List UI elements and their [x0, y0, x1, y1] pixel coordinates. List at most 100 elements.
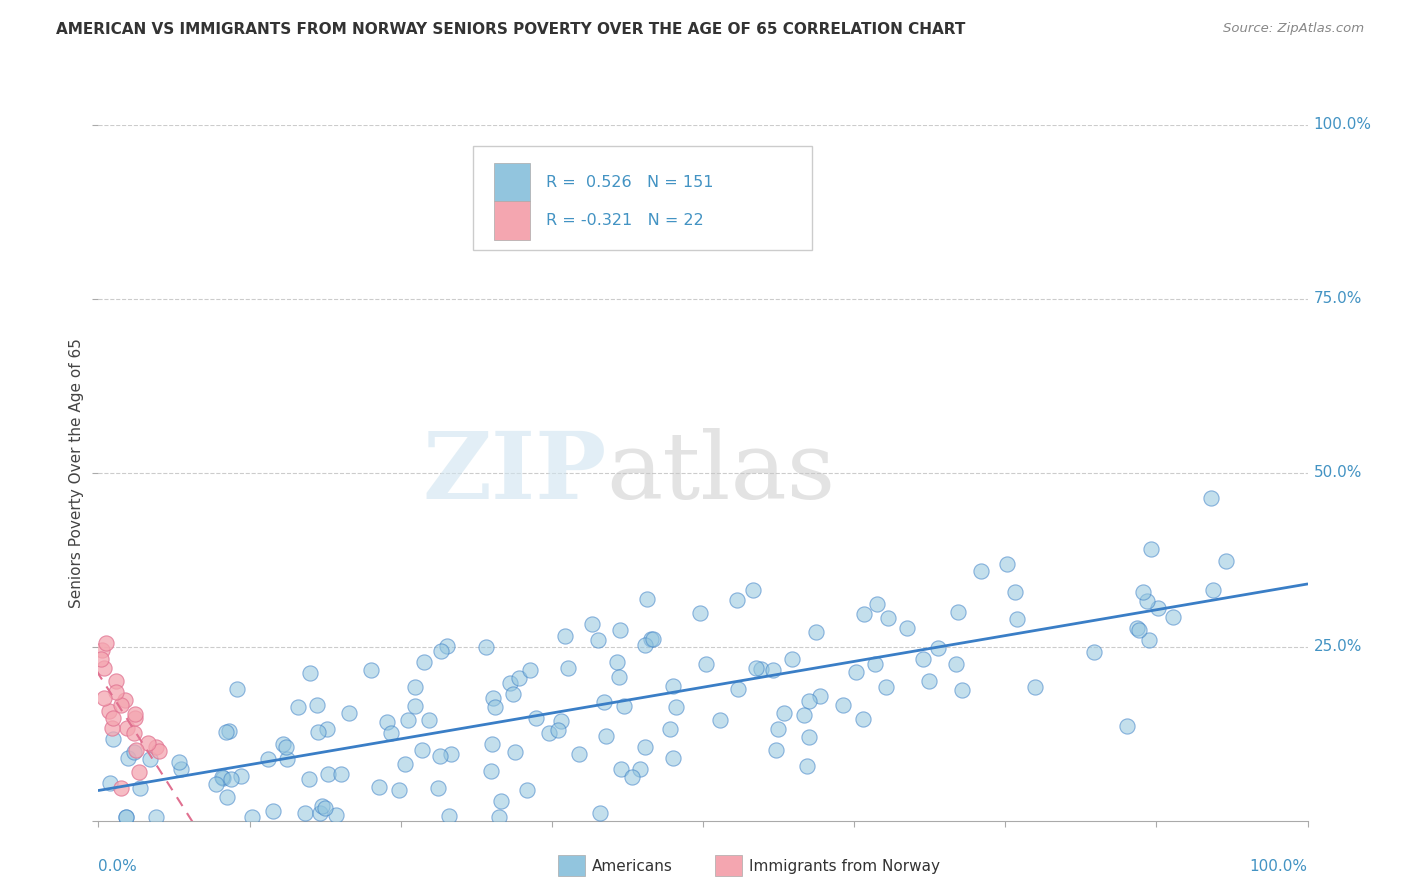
Point: [1024, 681, 1046, 695]
Point: [426, 780, 449, 795]
Point: [1132, 585, 1154, 599]
Point: [773, 706, 796, 720]
Point: [218, 724, 240, 739]
Point: [524, 711, 547, 725]
Bar: [716, 855, 742, 876]
Point: [94, 636, 117, 650]
Point: [128, 765, 150, 780]
Point: [475, 640, 498, 655]
Point: [148, 744, 170, 758]
Point: [413, 655, 436, 669]
Text: 25.0%: 25.0%: [1313, 640, 1362, 654]
Point: [1005, 612, 1028, 626]
Point: [117, 751, 139, 765]
Point: [745, 660, 768, 674]
Point: [170, 762, 193, 776]
Point: [276, 752, 298, 766]
Point: [440, 747, 463, 761]
Point: [636, 592, 658, 607]
Point: [628, 763, 651, 777]
Point: [429, 748, 451, 763]
Text: 100.0%: 100.0%: [1313, 118, 1372, 132]
Point: [516, 783, 538, 797]
Point: [793, 708, 815, 723]
Point: [387, 782, 409, 797]
Point: [927, 640, 949, 655]
Point: [337, 706, 360, 721]
Point: [404, 699, 426, 714]
Point: [205, 777, 228, 791]
Point: [110, 698, 132, 712]
Point: [124, 726, 146, 740]
Point: [436, 640, 458, 654]
Point: [875, 680, 897, 694]
Point: [262, 805, 284, 819]
Point: [610, 762, 633, 776]
Text: atlas: atlas: [606, 428, 835, 517]
Point: [380, 726, 402, 740]
Point: [797, 730, 820, 744]
Point: [481, 737, 503, 751]
Text: AMERICAN VS IMMIGRANTS FROM NORWAY SENIORS POVERTY OVER THE AGE OF 65 CORRELATIO: AMERICAN VS IMMIGRANTS FROM NORWAY SENIO…: [56, 22, 966, 37]
Point: [103, 732, 125, 747]
Point: [595, 729, 617, 743]
Point: [115, 722, 138, 736]
Point: [762, 663, 785, 677]
Point: [114, 692, 136, 706]
Point: [125, 743, 148, 757]
Point: [593, 695, 616, 709]
Point: [93, 691, 115, 706]
Point: [589, 806, 612, 821]
Point: [316, 767, 339, 781]
Point: [368, 780, 391, 794]
Point: [225, 681, 247, 696]
Y-axis label: Seniors Poverty Over the Age of 65: Seniors Poverty Over the Age of 65: [69, 338, 84, 607]
Point: [211, 770, 233, 784]
Point: [503, 745, 526, 759]
Point: [101, 721, 124, 735]
Point: [946, 605, 969, 619]
Point: [1004, 585, 1026, 599]
Point: [129, 780, 152, 795]
Point: [765, 743, 787, 757]
Point: [641, 632, 664, 646]
Point: [581, 617, 603, 632]
Point: [665, 700, 688, 714]
Point: [169, 756, 191, 770]
Point: [662, 751, 685, 765]
Point: [98, 775, 121, 789]
Point: [93, 660, 115, 674]
Text: 50.0%: 50.0%: [1313, 466, 1362, 480]
Point: [231, 769, 253, 783]
Point: [411, 743, 433, 757]
Point: [620, 771, 643, 785]
Text: 75.0%: 75.0%: [1313, 292, 1362, 306]
Point: [311, 798, 333, 813]
Point: [852, 712, 875, 726]
Point: [430, 644, 453, 658]
Bar: [558, 855, 585, 876]
Point: [211, 771, 233, 785]
Point: [305, 698, 328, 713]
Point: [519, 663, 541, 677]
Point: [294, 805, 316, 820]
Point: [1115, 719, 1137, 733]
Point: [780, 652, 803, 666]
Point: [606, 656, 628, 670]
Point: [276, 740, 298, 755]
Point: [307, 724, 329, 739]
Point: [215, 725, 238, 739]
Point: [1136, 594, 1159, 608]
Point: [316, 722, 339, 736]
Point: [219, 772, 242, 786]
Point: [796, 759, 818, 773]
Point: [98, 704, 121, 718]
Point: [662, 679, 685, 693]
Point: [547, 723, 569, 738]
Point: [1215, 554, 1237, 568]
Point: [695, 657, 717, 672]
Point: [394, 756, 416, 771]
Point: [640, 632, 662, 646]
Point: [103, 711, 125, 725]
Point: [742, 582, 765, 597]
